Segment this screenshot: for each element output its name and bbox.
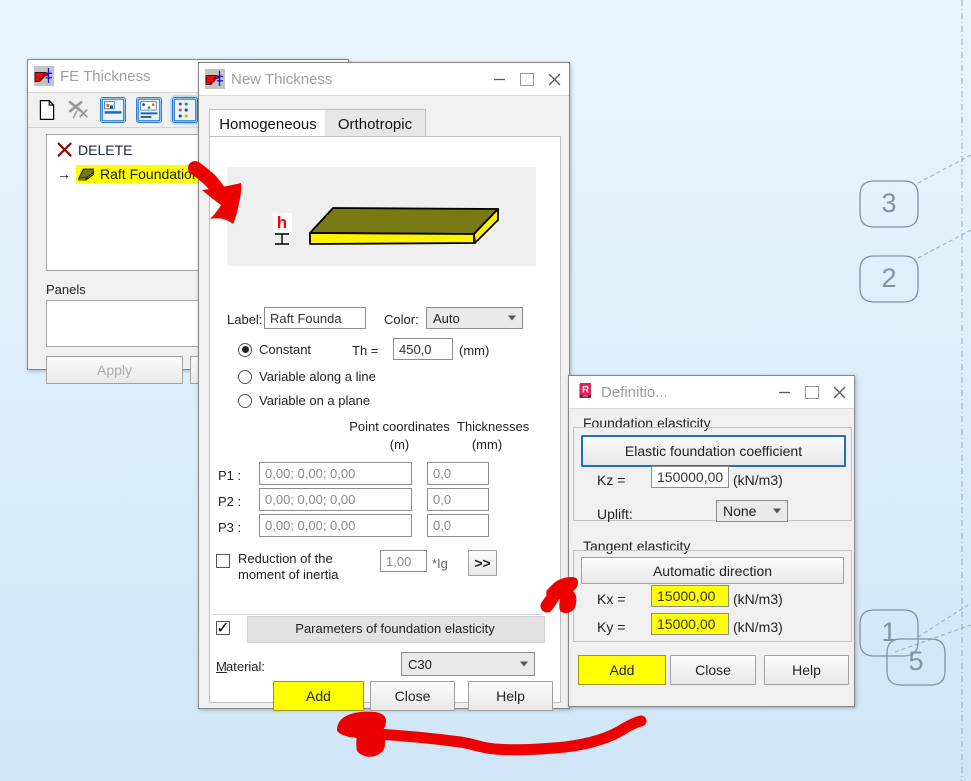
svg-text:5: 5 (908, 646, 923, 676)
svg-text:h: h (277, 213, 287, 232)
svg-text:1: 1 (881, 617, 896, 647)
svg-text:2: 2 (881, 263, 896, 293)
svg-text:3: 3 (881, 188, 896, 218)
